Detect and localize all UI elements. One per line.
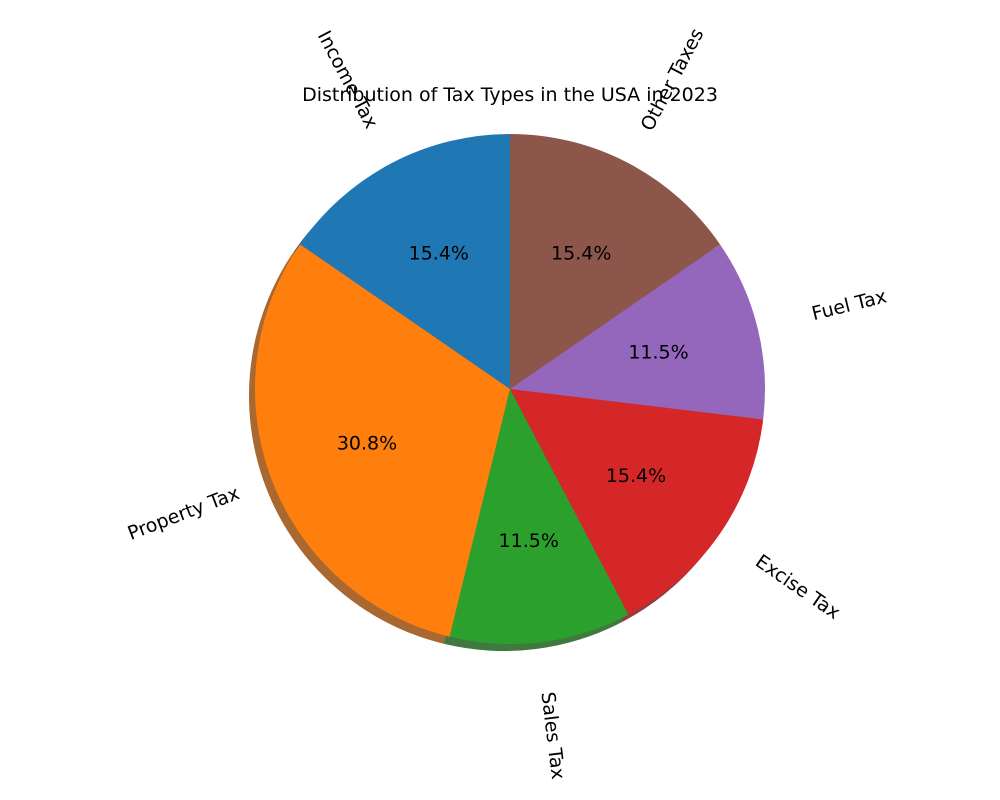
slice-income-tax [300,134,510,389]
category-label-property-tax: Property Tax [125,482,243,545]
slice-excise-tax [510,389,764,615]
percent-label-income-tax: 15.4% [409,243,469,265]
percent-label-property-tax: 30.8% [337,433,397,455]
percent-label-other-taxes: 15.4% [551,243,611,265]
percent-label-sales-tax: 11.5% [499,530,559,552]
category-label-sales-tax: Sales Tax [536,691,569,781]
percent-label-fuel-tax: 11.5% [628,341,688,363]
chart-title: Distribution of Tax Types in the USA in … [302,84,718,106]
slice-sales-tax [449,389,629,645]
slice-other-taxes [510,134,720,389]
category-label-excise-tax: Excise Tax [751,550,844,623]
slice-fuel-tax [510,244,766,420]
category-label-income-tax: Income Tax [313,27,382,132]
percent-labels: 15.4% 30.8% 11.5% 15.4% 11.5% 15.4% [337,243,689,552]
percent-label-excise-tax: 15.4% [606,465,666,487]
slice-property-tax [255,244,510,637]
category-label-fuel-tax: Fuel Tax [810,285,889,325]
pie-slices [255,134,766,645]
category-label-other-taxes: Other Taxes [637,25,709,135]
